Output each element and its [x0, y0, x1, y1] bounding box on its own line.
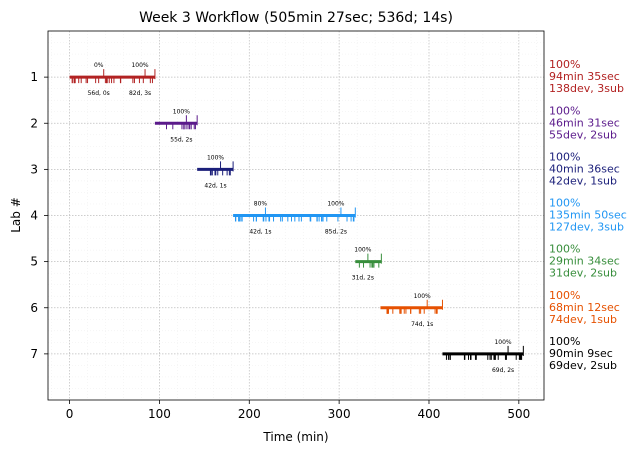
- lab-2-track: 100% 55d, 2s: [154, 108, 198, 143]
- checkpoint-percent: 100%: [354, 247, 371, 254]
- x-tick-label: 200: [238, 407, 261, 421]
- x-tick-label: 0: [66, 407, 74, 421]
- checkpoint-detail: 69d, 2s: [492, 367, 514, 374]
- checkpoint-detail: 82d, 3s: [129, 90, 151, 97]
- lab-7-summary-line: 90min 9sec: [549, 347, 613, 360]
- checkpoint-percent: 100%: [494, 339, 511, 346]
- lab-4-summary-line: 100%: [549, 197, 580, 210]
- checkpoint-detail: 74d, 1s: [411, 321, 433, 328]
- x-axis-label: Time (min): [262, 430, 328, 444]
- y-tick-label: 4: [30, 209, 38, 223]
- checkpoint-detail: 42d, 1s: [249, 229, 271, 236]
- lab-5-summary-line: 31dev, 2sub: [549, 267, 617, 280]
- y-axis-label: Lab #: [9, 197, 23, 233]
- checkpoint-percent: 100%: [207, 154, 224, 161]
- x-tick-label: 400: [418, 407, 441, 421]
- checkpoint-percent: 0%: [94, 62, 104, 69]
- lab-5-summary-line: 100%: [549, 243, 580, 256]
- lab-7-summary-line: 69dev, 2sub: [549, 359, 617, 372]
- y-tick-label: 3: [30, 162, 38, 176]
- lab-3-summary-line: 100%: [549, 150, 580, 163]
- lab-7-summary-line: 100%: [549, 335, 580, 348]
- lab-6-summary-line: 74dev, 1sub: [549, 313, 617, 326]
- lab-2-summary-line: 100%: [549, 104, 580, 117]
- lab-3-summary-line: 40min 36sec: [549, 162, 620, 175]
- lab-5-summary-line: 29min 34sec: [549, 255, 620, 268]
- lab-5-track: 100% 31d, 2s: [352, 247, 382, 282]
- checkpoint-detail: 42d, 1s: [204, 182, 226, 189]
- lab-7-track: 100% 69d, 2s: [442, 339, 524, 374]
- lab-1-summary-line: 138dev, 3sub: [549, 82, 624, 95]
- checkpoint-percent: 100%: [414, 293, 431, 300]
- lab-1-track: 0% 56d, 0s 100% 82d, 3s: [69, 62, 156, 97]
- y-tick-label: 7: [30, 347, 38, 361]
- checkpoint-percent: 100%: [131, 62, 148, 69]
- lab-3-track: 100% 42d, 1s: [197, 154, 234, 189]
- checkpoint-percent: 100%: [173, 108, 190, 115]
- chart-title: Week 3 Workflow (505min 27sec; 536d; 14s…: [139, 10, 453, 26]
- lab-4-track: 80% 42d, 1s 100% 85d, 2s: [233, 201, 356, 236]
- checkpoint-detail: 56d, 0s: [88, 90, 110, 97]
- lab-4-summary-line: 127dev, 3sub: [549, 221, 624, 234]
- lab-1-summary-line: 94min 35sec: [549, 70, 620, 83]
- y-tick-label: 5: [30, 255, 38, 269]
- checkpoint-detail: 85d, 2s: [325, 229, 347, 236]
- lab-2-summary-line: 55dev, 2sub: [549, 128, 617, 141]
- x-tick-label: 500: [507, 407, 530, 421]
- checkpoint-detail: 55d, 2s: [170, 136, 192, 143]
- lab-6-track: 100% 74d, 1s: [380, 293, 443, 328]
- checkpoint-percent: 100%: [327, 201, 344, 208]
- lab-6-summary-line: 68min 12sec: [549, 301, 620, 314]
- lab-1-summary-line: 100%: [549, 58, 580, 71]
- axes: 0 100 200 300 400 500 1 2 3 4 5 6 7: [30, 70, 530, 421]
- checkpoint-detail: 31d, 2s: [352, 275, 374, 282]
- lab-3-summary-line: 42dev, 1sub: [549, 174, 617, 187]
- checkpoint-percent: 80%: [254, 201, 268, 208]
- y-tick-label: 6: [30, 301, 38, 315]
- lab-2-summary-line: 46min 31sec: [549, 116, 620, 129]
- lab-6-summary-line: 100%: [549, 289, 580, 302]
- data-layer: 0% 56d, 0s 100% 82d, 3s 100% 55d, 2s 100% 42d, …: [69, 62, 524, 374]
- lab-4-summary-line: 135min 50sec: [549, 209, 627, 222]
- x-tick-label: 100: [148, 407, 171, 421]
- y-tick-label: 1: [30, 70, 38, 84]
- x-tick-label: 300: [328, 407, 351, 421]
- y-tick-label: 2: [30, 116, 38, 130]
